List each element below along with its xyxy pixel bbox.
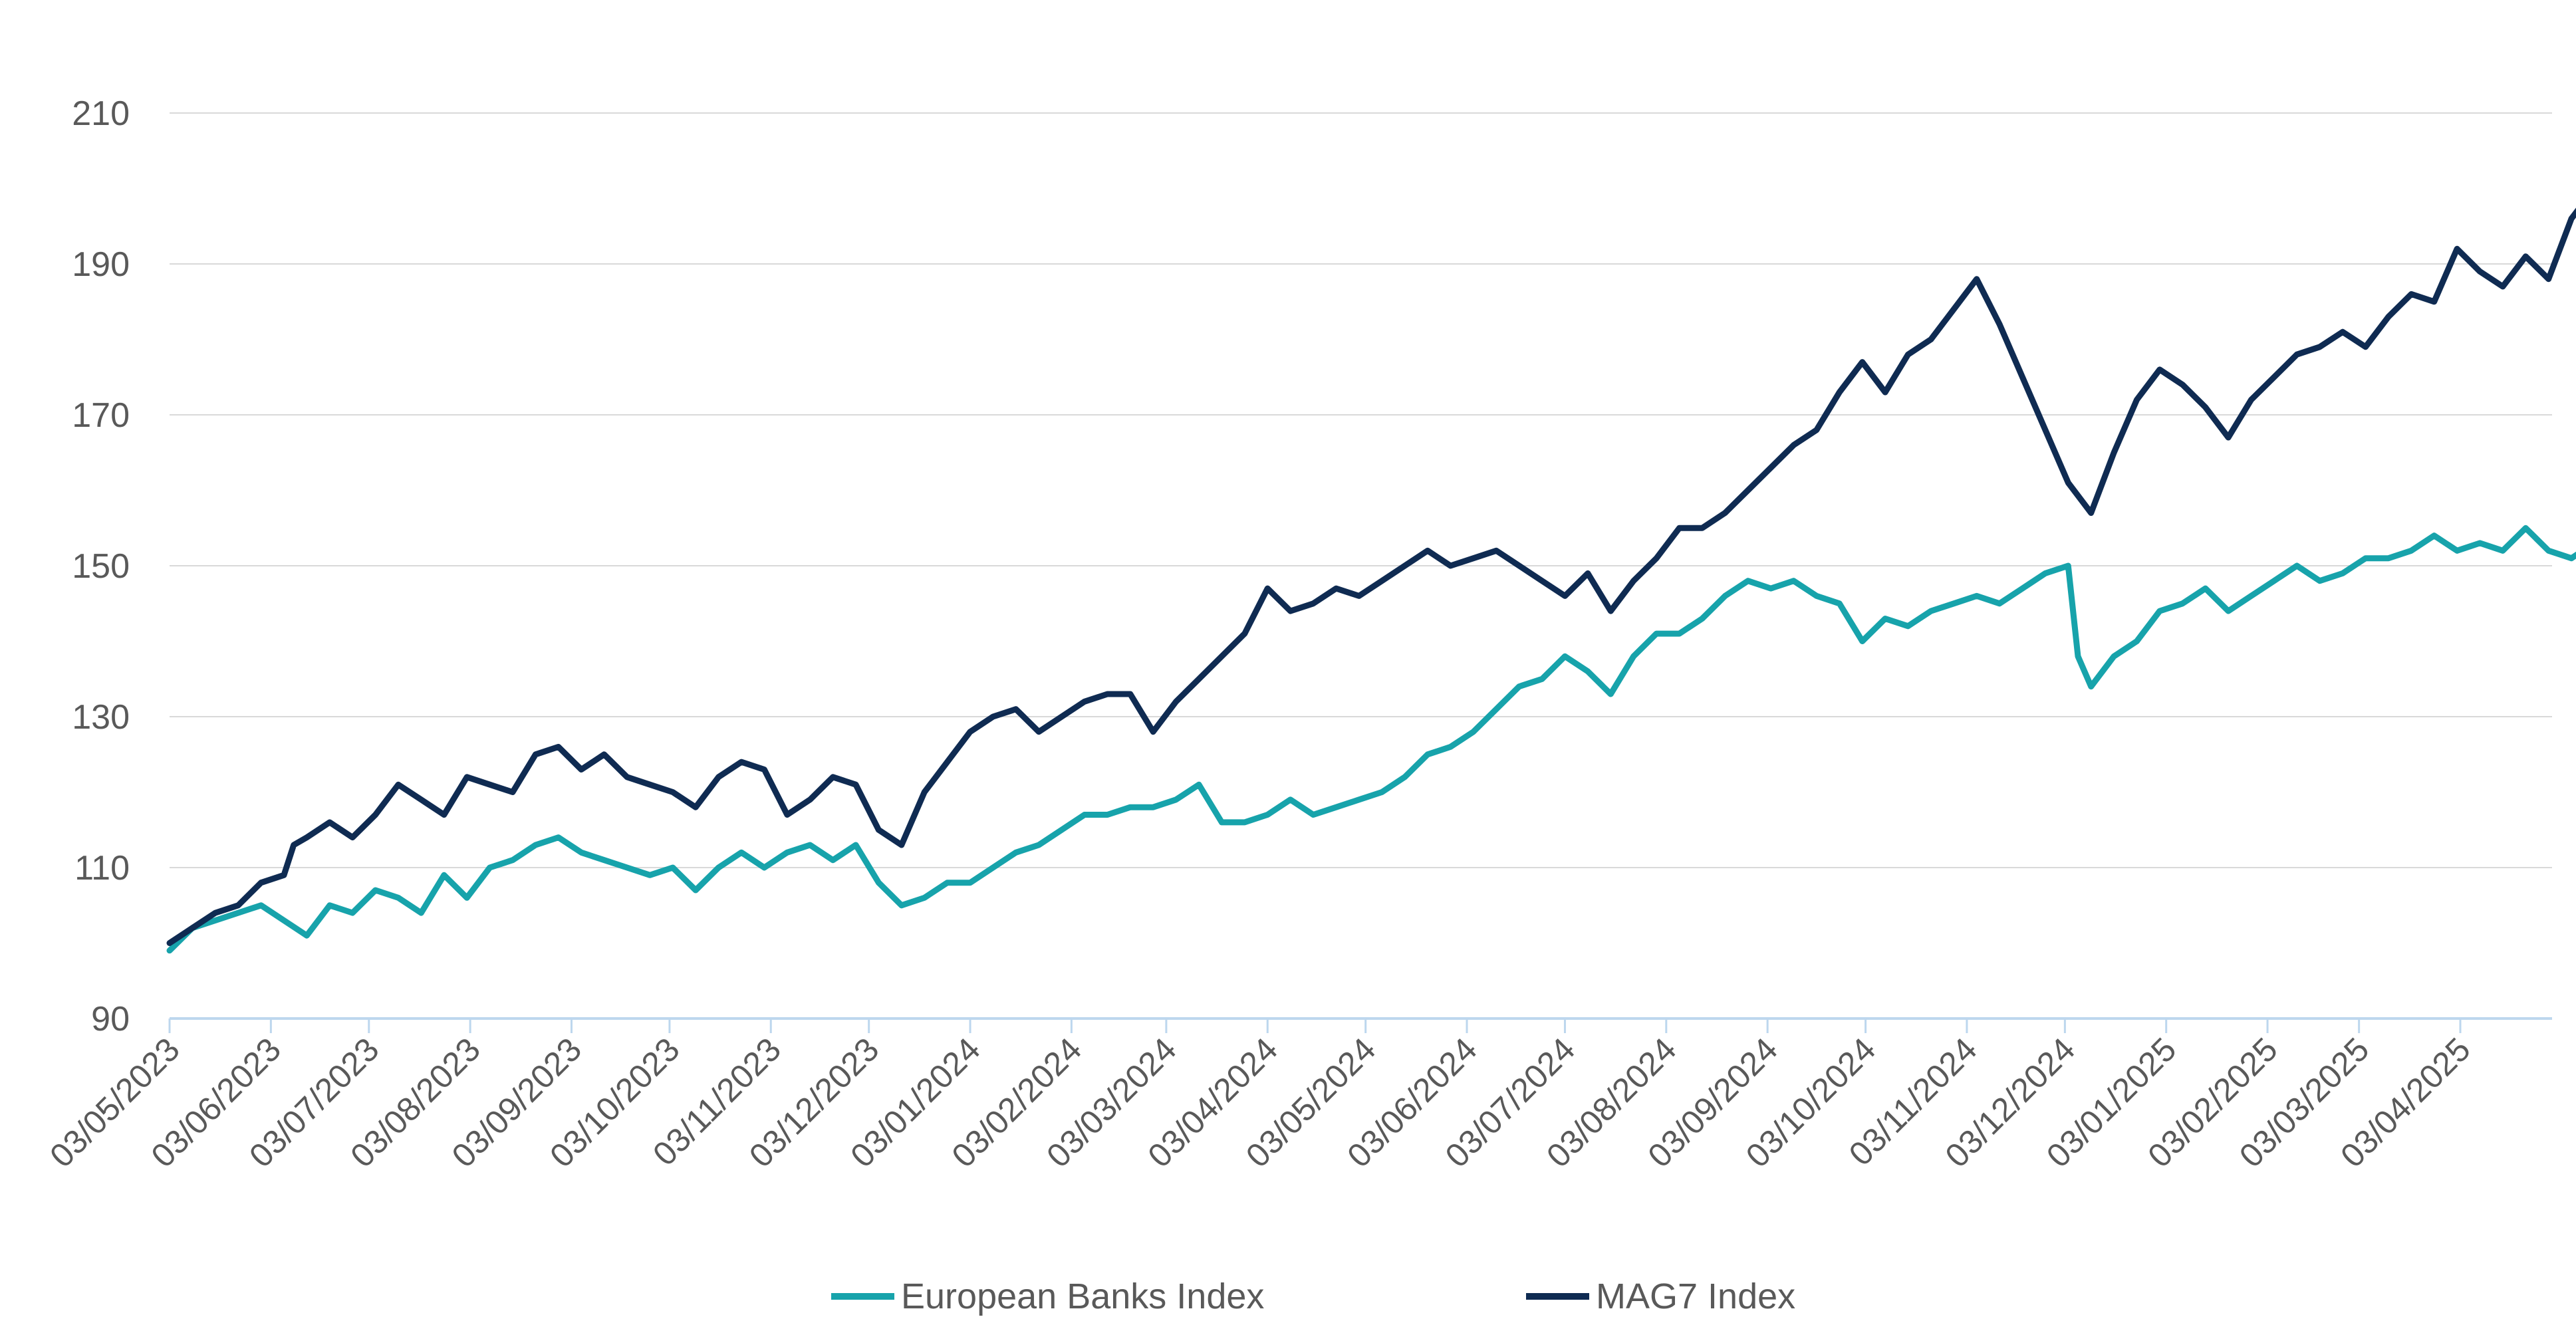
y-tick-label-190: 190 [72, 245, 130, 284]
y-tick-label-130: 130 [72, 698, 130, 737]
y-tick-label-90: 90 [91, 1000, 130, 1038]
x-axis-tick-labels: 03/05/202303/06/202303/07/202303/08/2023… [43, 1019, 2478, 1175]
y-tick-label-150: 150 [72, 547, 130, 586]
grid-lines [170, 112, 2552, 1020]
y-tick-label-210: 210 [72, 94, 130, 133]
series-line-european-banks-index [166, 525, 2576, 954]
y-tick-label-170: 170 [72, 396, 130, 435]
y-tick-label-110: 110 [74, 849, 130, 888]
legend-label-mag7: MAG7 Index [1596, 1276, 1795, 1316]
legend-label-european-banks: European Banks Index [901, 1276, 1264, 1316]
y-axis-tick-labels: 90 110 130 150 170 190 210 [72, 94, 130, 1038]
series-line-mag7-index [166, 207, 2576, 946]
legend: European Banks Index MAG7 Index [831, 1276, 1795, 1316]
series-lines [166, 207, 2576, 954]
